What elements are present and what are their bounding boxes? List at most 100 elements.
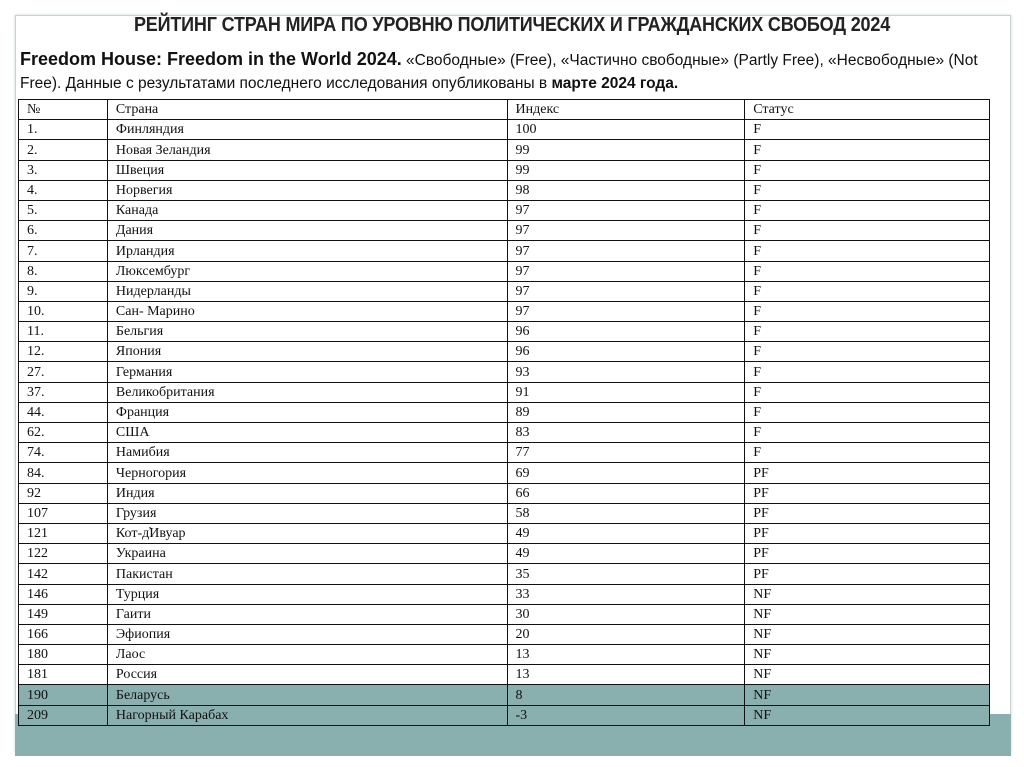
cell-country: Нидерланды: [106, 280, 508, 302]
cell-country: Великобритания: [106, 381, 508, 403]
cell-index: 69: [506, 462, 746, 484]
cell-rank: 4.: [18, 179, 108, 201]
cell-index: 33: [506, 583, 746, 605]
cell-country: Сан- Марино: [106, 300, 508, 323]
cell-rank: 8.: [18, 260, 108, 282]
table-row: 180 Лаос 13 NF: [18, 644, 990, 666]
table-row: 181 Россия 13 NF: [18, 664, 990, 686]
cell-status: F: [744, 280, 990, 302]
table-row: 37. Великобритания 91 F: [18, 381, 990, 403]
cell-index: 93: [506, 361, 746, 383]
header-index: Индекс: [506, 98, 746, 121]
cell-index: 13: [506, 644, 746, 666]
cell-index: 96: [506, 341, 746, 363]
cell-country: Беларусь: [106, 684, 508, 706]
subtitle: Freedom House: Freedom in the World 2024…: [20, 48, 1010, 95]
table-row: 3. Швеция 99 F: [18, 159, 990, 181]
cell-rank: 146: [18, 583, 108, 605]
table-row: 6. Дания 97 F: [18, 220, 990, 242]
table-row: 11. Бельгия 96 F: [18, 321, 990, 343]
cell-rank: 166: [18, 623, 108, 646]
cell-rank: 6.: [18, 220, 108, 242]
table-row: 74. Намибия 77 F: [18, 442, 990, 464]
table-row: 8. Люксембург 97 F: [18, 260, 990, 282]
cell-status: NF: [744, 684, 990, 706]
cell-status: F: [744, 199, 990, 222]
cell-country: Япония: [106, 341, 508, 363]
cell-status: PF: [744, 522, 990, 545]
cell-country: Намибия: [106, 442, 508, 464]
cell-rank: 7.: [18, 240, 108, 262]
cell-status: F: [744, 240, 990, 262]
cell-index: 49: [506, 522, 746, 545]
header-country: Страна: [106, 98, 508, 121]
cell-index: 97: [506, 280, 746, 302]
cell-country: Нагорный Карабах: [106, 704, 508, 726]
cell-country: Ирландия: [106, 240, 508, 262]
cell-index: 96: [506, 321, 746, 343]
cell-index: 13: [506, 664, 746, 686]
table-row: 209 Нагорный Карабах -3 NF: [18, 704, 990, 726]
table-row: 121 Кот-д̕Ивуар 49 PF: [18, 522, 990, 545]
cell-status: F: [744, 401, 990, 424]
cell-status: PF: [744, 543, 990, 565]
cell-index: 49: [506, 543, 746, 565]
cell-country: Гаити: [106, 603, 508, 625]
cell-country: Пакистан: [106, 563, 508, 585]
cell-rank: 74.: [18, 442, 108, 464]
cell-index: 30: [506, 603, 746, 625]
table-row: 190 Беларусь 8 NF: [18, 684, 990, 706]
cell-status: PF: [744, 502, 990, 524]
cell-country: Россия: [106, 664, 508, 686]
cell-index: 77: [506, 442, 746, 464]
cell-index: 91: [506, 381, 746, 403]
cell-index: 97: [506, 240, 746, 262]
table-row: 1. Финляндия 100 F: [18, 119, 990, 141]
cell-status: NF: [744, 623, 990, 646]
cell-rank: 181: [18, 664, 108, 686]
cell-rank: 37.: [18, 381, 108, 403]
table-row: 166 Эфиопия 20 NF: [18, 623, 990, 646]
cell-index: 66: [506, 482, 746, 504]
cell-country: Германия: [106, 361, 508, 383]
cell-country: Бельгия: [106, 321, 508, 343]
cell-index: 97: [506, 220, 746, 242]
publication-date: марте 2024 года.: [551, 75, 679, 92]
cell-index: 89: [506, 401, 746, 424]
cell-country: Норвегия: [106, 179, 508, 201]
cell-rank: 10.: [18, 300, 108, 323]
cell-index: 97: [506, 199, 746, 222]
cell-index: 100: [506, 119, 746, 141]
cell-status: F: [744, 119, 990, 141]
cell-status: F: [744, 220, 990, 242]
table-row: 2. Новая Зеландия 99 F: [18, 139, 990, 161]
cell-rank: 121: [18, 522, 108, 545]
cell-country: Новая Зеландия: [106, 139, 508, 161]
cell-index: 8: [506, 684, 746, 706]
cell-country: Кот-д̕Ивуар: [106, 522, 508, 545]
cell-status: PF: [744, 482, 990, 504]
cell-rank: 107: [18, 502, 108, 524]
cell-index: 97: [506, 300, 746, 323]
cell-rank: 92: [18, 482, 108, 504]
cell-status: F: [744, 341, 990, 363]
header-status: Статус: [744, 98, 990, 121]
cell-rank: 44.: [18, 401, 108, 424]
cell-status: F: [744, 321, 990, 343]
cell-status: F: [744, 442, 990, 464]
table-row: 107 Грузия 58 PF: [18, 502, 990, 524]
cell-rank: 11.: [18, 321, 108, 343]
table-header: № Страна Индекс Статус: [18, 98, 990, 121]
cell-country: Финляндия: [106, 119, 508, 141]
table-row: 9. Нидерланды 97 F: [18, 280, 990, 302]
cell-status: NF: [744, 664, 990, 686]
table-row: 5. Канада 97 F: [18, 199, 990, 222]
cell-index: 98: [506, 179, 746, 201]
cell-rank: 3.: [18, 159, 108, 181]
cell-country: Грузия: [106, 502, 508, 524]
table-row: 84. Черногория 69 PF: [18, 462, 990, 484]
table-row: 27. Германия 93 F: [18, 361, 990, 383]
cell-country: Лаос: [106, 644, 508, 666]
cell-rank: 84.: [18, 462, 108, 484]
table-row: 10. Сан- Марино 97 F: [18, 300, 990, 323]
